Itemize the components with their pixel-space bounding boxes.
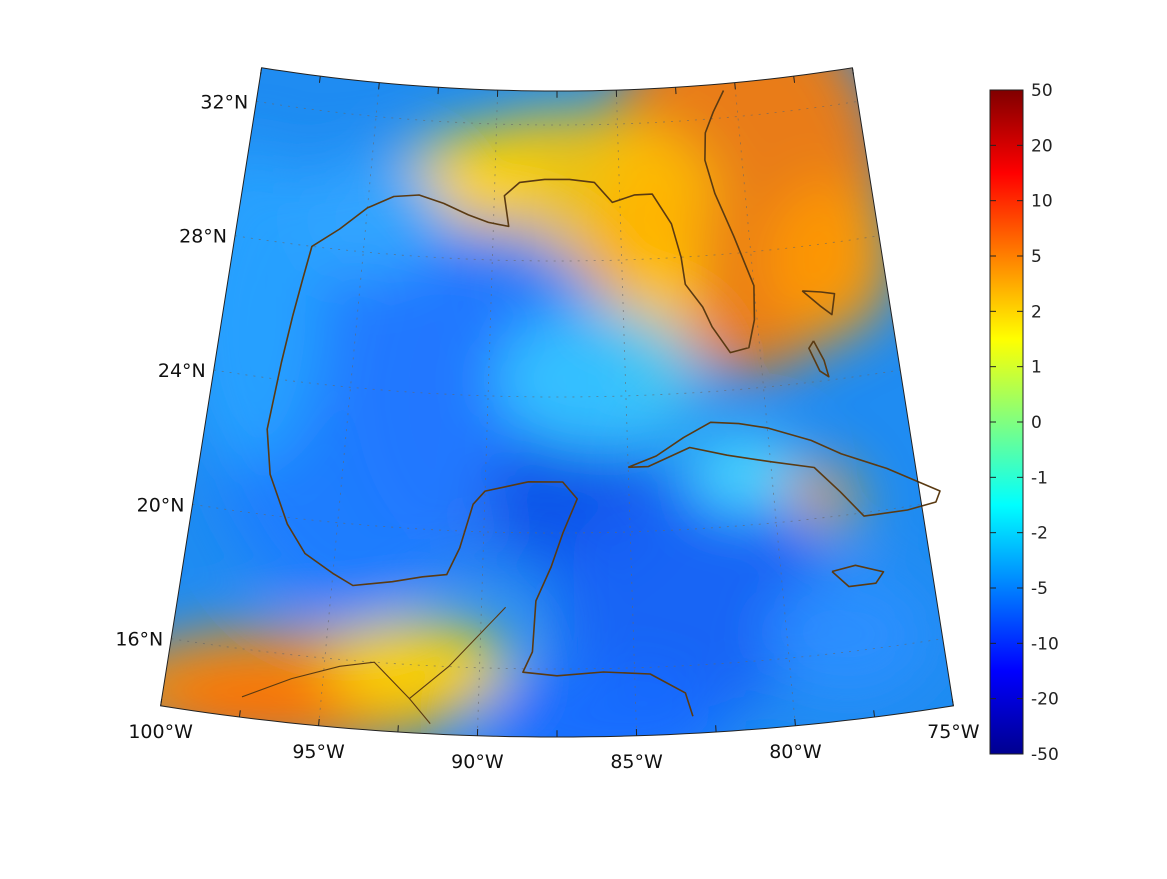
longitude-label: 85°W — [610, 751, 663, 773]
field-blob — [765, 572, 932, 698]
latitude-label: 28°N — [179, 226, 227, 248]
field-blob — [764, 181, 896, 339]
latitude-label: 16°N — [115, 629, 163, 651]
tick-mark — [735, 83, 736, 90]
colorbar-tick-label: -50 — [1031, 745, 1059, 765]
longitude-label: 100°W — [128, 721, 193, 743]
field-blob — [178, 145, 324, 469]
latitude-label: 24°N — [158, 360, 206, 382]
field-blob — [690, 435, 797, 513]
tick-mark — [795, 719, 796, 726]
longitude-label: 95°W — [292, 741, 345, 763]
longitude-label: 75°W — [927, 721, 980, 743]
colorbar-tick-label: -10 — [1031, 634, 1059, 654]
longitude-label: 80°W — [769, 741, 822, 763]
colorbar-tick-label: 10 — [1031, 192, 1053, 212]
data-field — [100, 0, 953, 776]
latitude-label: 20°N — [137, 494, 185, 516]
colorbar-tick-label: 5 — [1031, 247, 1042, 267]
colorbar-tick-label: 20 — [1031, 136, 1053, 156]
colorbar-tick-label: -20 — [1031, 690, 1059, 710]
colorbar-tick-label: 0 — [1031, 413, 1042, 433]
colorbar-tick-label: 2 — [1031, 302, 1042, 322]
field-blob — [482, 663, 728, 776]
field-blob — [493, 307, 702, 452]
latitude-label: 32°N — [200, 91, 248, 113]
tick-mark — [319, 719, 320, 726]
colorbar-tick-label: 50 — [1031, 81, 1053, 101]
colorbar-tick-label: 1 — [1031, 358, 1042, 378]
colorbar-tick-label: -1 — [1031, 468, 1048, 488]
colorbar-tick-label: -2 — [1031, 524, 1048, 544]
tick-mark — [379, 83, 380, 90]
field-blob — [790, 461, 842, 508]
colorbar-tick-label: -5 — [1031, 579, 1048, 599]
longitude-label: 90°W — [451, 751, 504, 773]
